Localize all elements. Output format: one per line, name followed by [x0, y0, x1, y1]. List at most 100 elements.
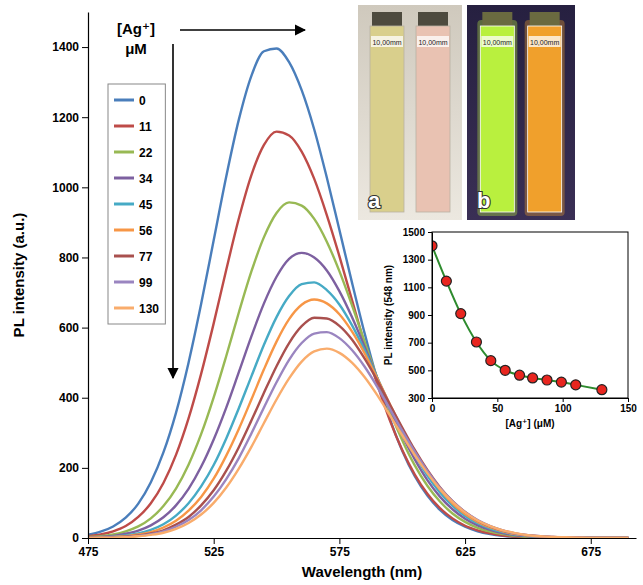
tick-label: 100 [555, 403, 572, 414]
legend-label: 11 [139, 120, 152, 134]
cuvette [528, 26, 562, 212]
tick-label: 50 [492, 403, 504, 414]
tick: 900 [408, 310, 432, 321]
tick: 300 [408, 393, 432, 404]
legend-swatch [114, 281, 134, 284]
cuvette-cap [372, 12, 402, 26]
cuvette [370, 26, 404, 212]
tick-label: 300 [408, 393, 425, 404]
tick: 525 [204, 538, 224, 559]
photo: 10,00mm10,00mma [358, 5, 462, 220]
legend-box [108, 84, 165, 324]
tick-label: 1500 [403, 227, 426, 238]
x-axis-title: Wavelength (nm) [302, 563, 422, 580]
tick-label: 0 [72, 531, 79, 545]
tick-label: 900 [408, 310, 425, 321]
x-axis: 475 525 575 625 675 [78, 538, 636, 559]
data-point [556, 377, 566, 387]
photo: 10,00mm10,00mmb [467, 5, 575, 220]
tick-mark [214, 538, 215, 544]
data-point [500, 365, 510, 375]
inset-y-axis: 300500700900110013001500 [403, 227, 433, 404]
legend-title: [Ag⁺]μM [117, 20, 155, 57]
tick-mark [428, 287, 432, 288]
tick-label: 150 [620, 403, 637, 414]
cuvette [480, 26, 514, 212]
tick-mark [82, 47, 88, 48]
chart: 4755255756256750200400600800100012001400… [0, 0, 643, 585]
cuvette-glow [525, 20, 565, 216]
tick-mark [428, 398, 432, 399]
legend-swatch [114, 307, 134, 310]
tick-label: 200 [59, 461, 79, 475]
cuvette-label: 10,00mm [530, 39, 559, 46]
tick: 800 [59, 251, 88, 265]
tick-label: 500 [408, 365, 425, 376]
tick: 1400 [52, 40, 88, 54]
legend-swatch [114, 151, 134, 154]
cuvette-label: 10,00mm [372, 39, 401, 46]
tick: 625 [456, 538, 476, 559]
data-point [441, 276, 451, 286]
photo-background [467, 5, 575, 220]
tick-label: 700 [408, 337, 425, 348]
photo-background [358, 5, 462, 220]
tick-label: 525 [204, 545, 224, 559]
tick: 50 [492, 398, 504, 414]
data-point [471, 337, 481, 347]
inset-x-axis: 0 50 100 150 [430, 398, 638, 414]
tick: 100 [555, 398, 572, 414]
cuvette-cap [482, 12, 512, 26]
legend-swatch [114, 99, 134, 102]
inset-x-title: [Ag⁺] (μM) [505, 418, 554, 429]
tick-mark [428, 370, 432, 371]
inset-frame [432, 232, 628, 398]
tick-label: 1000 [52, 181, 79, 195]
tick-mark [82, 468, 88, 469]
data-point [571, 380, 581, 390]
inset-marks [432, 241, 607, 395]
data-point [456, 309, 466, 319]
tick-label: 625 [456, 545, 476, 559]
legend-swatch [114, 203, 134, 206]
legend-label: 130 [139, 302, 159, 316]
tick-label: 0 [430, 403, 436, 414]
tick: 150 [620, 398, 637, 414]
tick-label: 575 [330, 545, 350, 559]
tick-mark [428, 343, 432, 344]
inset-y-title: PL intensity (548 nm) [383, 265, 394, 365]
tick-mark [563, 398, 564, 402]
tick-mark [497, 398, 498, 402]
tick-label: 475 [78, 545, 98, 559]
tick: 675 [581, 538, 601, 559]
tick-mark [428, 260, 432, 261]
inset-background [432, 232, 628, 398]
tick: 600 [59, 321, 88, 335]
axis-line [432, 233, 433, 399]
tick-mark [428, 232, 432, 233]
data-point [542, 375, 552, 385]
y-axis-title: PL intensity (a.u.) [10, 213, 27, 338]
tick: 200 [59, 461, 88, 475]
data-point [528, 373, 538, 383]
tick-mark [432, 398, 433, 402]
tick: 1000 [52, 181, 88, 195]
tick: 1500 [403, 227, 432, 238]
fit-line [432, 246, 602, 390]
arrow [172, 44, 174, 378]
data-point [515, 370, 525, 380]
spectrum-line [88, 202, 628, 538]
cuvette-label: 10,00mm [483, 39, 512, 46]
tick-mark [88, 538, 89, 544]
tick-mark [82, 117, 88, 118]
tick-mark [591, 538, 592, 544]
tick-label: 800 [59, 251, 79, 265]
tick-mark [82, 398, 88, 399]
legend-label: 99 [139, 276, 153, 290]
tick: 0 [72, 531, 88, 545]
legend-swatch [114, 125, 134, 128]
legend-label: 22 [139, 146, 153, 160]
tick: 575 [330, 538, 350, 559]
cuvette-glow [477, 20, 517, 216]
tick-label: 1100 [403, 282, 425, 293]
